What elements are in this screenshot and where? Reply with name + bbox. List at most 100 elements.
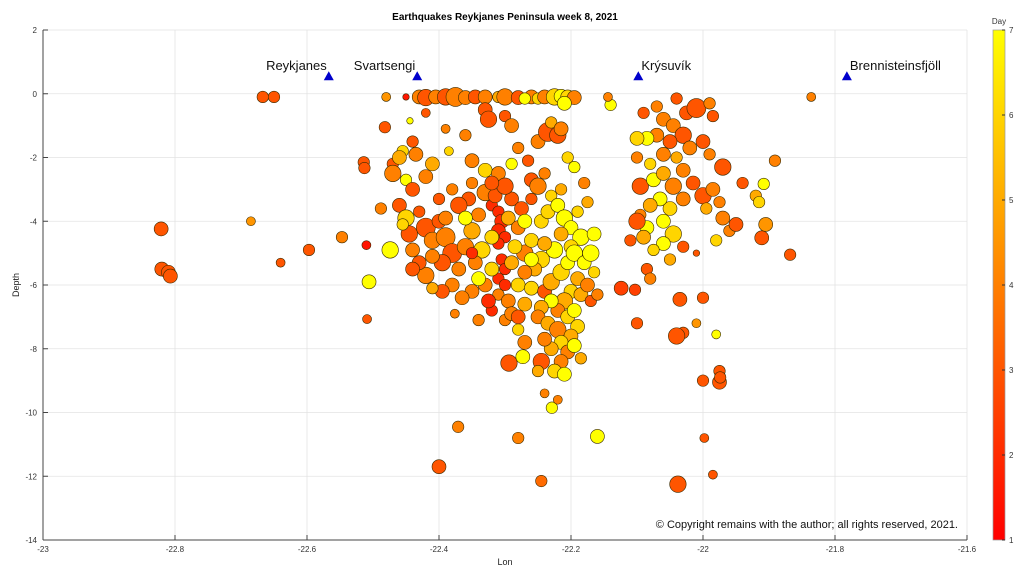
earthquake-point bbox=[545, 401, 558, 414]
earthquake-point bbox=[507, 239, 523, 255]
data-points bbox=[153, 87, 817, 493]
earthquake-point bbox=[479, 110, 498, 128]
earthquake-point bbox=[425, 249, 440, 264]
earthquake-point bbox=[267, 90, 281, 103]
copyright-annotation: © Copyright remains with the author; all… bbox=[656, 519, 958, 531]
y-tick-label: -8 bbox=[30, 345, 38, 354]
earthquake-point bbox=[517, 213, 533, 229]
earthquake-point bbox=[431, 459, 447, 474]
earthquake-point bbox=[644, 157, 657, 170]
earthquake-point bbox=[784, 248, 797, 261]
earthquake-point bbox=[381, 92, 392, 102]
earthquake-point bbox=[557, 96, 572, 111]
earthquake-point bbox=[715, 210, 731, 226]
earthquake-point bbox=[754, 230, 770, 246]
earthquake-point bbox=[358, 161, 371, 175]
earthquake-point bbox=[522, 154, 535, 167]
earthquake-point bbox=[703, 148, 716, 161]
earthquake-point bbox=[465, 176, 479, 190]
earthquake-point bbox=[663, 253, 677, 266]
earthquake-point bbox=[566, 338, 582, 353]
earthquake-point bbox=[656, 166, 671, 181]
earthquake-point bbox=[699, 433, 710, 443]
earthquake-point bbox=[672, 292, 688, 307]
y-axis-label: Depth bbox=[11, 273, 21, 297]
stations: Reykjanes Svartsengi Krýsuvík Brennisteinsf… bbox=[266, 58, 941, 81]
earthquake-point bbox=[335, 231, 349, 244]
earthquake-point bbox=[662, 201, 678, 216]
earthquake-point bbox=[512, 431, 525, 445]
earthquake-point bbox=[553, 121, 569, 137]
earthquake-point bbox=[588, 266, 601, 279]
earthquake-point bbox=[392, 198, 407, 213]
earthquake-point bbox=[535, 474, 548, 488]
earthquake-point bbox=[432, 192, 446, 205]
earthquake-point bbox=[362, 314, 372, 324]
earthquake-point bbox=[451, 261, 467, 277]
earthquake-point bbox=[630, 151, 644, 164]
x-tick-label: -22.4 bbox=[430, 545, 449, 554]
earthquake-point bbox=[163, 268, 178, 284]
x-tick-label: -21.8 bbox=[826, 545, 845, 554]
earthquake-point bbox=[450, 196, 468, 214]
station-marker-triangle bbox=[412, 71, 423, 81]
earthquake-point bbox=[664, 177, 682, 195]
earthquake-point bbox=[471, 207, 486, 223]
earthquake-point bbox=[396, 218, 409, 231]
earthquake-point bbox=[613, 280, 629, 296]
earthquake-point bbox=[636, 229, 651, 245]
y-axis-ticks: 2 0 -2 -4 -6 -8 -10 -12 -14 bbox=[25, 26, 48, 545]
earthquake-point bbox=[444, 146, 454, 156]
earthquake-point bbox=[246, 216, 256, 227]
earthquake-point bbox=[656, 213, 671, 229]
earthquake-point bbox=[628, 212, 646, 230]
earthquake-point bbox=[753, 196, 766, 209]
earthquake-point bbox=[361, 240, 372, 250]
earthquake-point bbox=[452, 420, 465, 433]
earthquake-point bbox=[450, 308, 460, 319]
earthquake-point bbox=[500, 293, 516, 309]
earthquake-point bbox=[492, 288, 505, 301]
earthquake-point bbox=[477, 162, 493, 178]
earthquake-point bbox=[256, 90, 269, 103]
earthquake-point bbox=[545, 116, 558, 129]
earthquake-point bbox=[566, 303, 582, 318]
earthquake-point bbox=[630, 317, 644, 330]
earthquake-point bbox=[631, 177, 649, 195]
earthquake-point bbox=[515, 349, 531, 365]
station-marker-triangle bbox=[633, 71, 644, 81]
x-axis-label: Lon bbox=[497, 557, 512, 567]
earthquake-point bbox=[574, 352, 587, 365]
earthquake-point bbox=[586, 226, 602, 242]
earthquake-point bbox=[465, 247, 479, 260]
earthquake-point bbox=[686, 98, 707, 118]
colorbar-tick-label: 2 bbox=[1009, 451, 1014, 460]
earthquake-point bbox=[484, 261, 500, 277]
earthquake-point bbox=[656, 236, 671, 251]
colorbar-label: Day bbox=[992, 17, 1006, 26]
earthquake-point bbox=[624, 234, 637, 247]
station-marker-triangle bbox=[323, 71, 334, 81]
earthquake-point bbox=[275, 257, 286, 268]
earthquake-point bbox=[413, 205, 426, 218]
earthquake-point bbox=[504, 191, 519, 207]
earthquake-point bbox=[454, 290, 470, 306]
earthquake-point bbox=[555, 183, 568, 196]
earthquake-point bbox=[669, 475, 687, 493]
earthquake-point bbox=[708, 469, 718, 480]
earthquake-point bbox=[518, 92, 531, 105]
earthquake-point bbox=[405, 242, 420, 258]
earthquake-point bbox=[578, 176, 591, 190]
earthquake-point bbox=[459, 129, 472, 142]
colorbar-tick-label: 3 bbox=[1009, 366, 1014, 375]
earthquake-point bbox=[420, 108, 431, 118]
earthquake-point bbox=[477, 89, 493, 105]
earthquake-point bbox=[675, 162, 691, 178]
earthquake-point bbox=[664, 225, 682, 243]
earthquake-point bbox=[472, 314, 485, 327]
station-label: Svartsengi bbox=[354, 58, 416, 73]
earthquake-point bbox=[426, 282, 439, 295]
earthquake-point bbox=[512, 141, 525, 154]
earthquake-point bbox=[524, 252, 539, 267]
